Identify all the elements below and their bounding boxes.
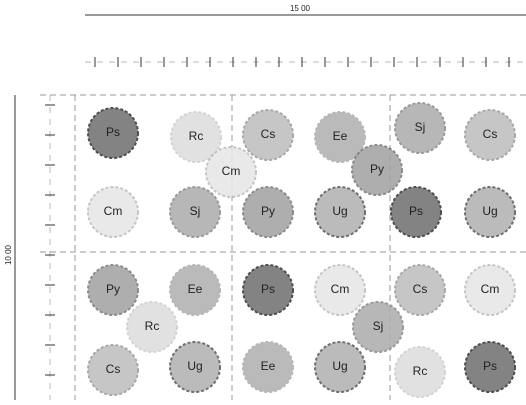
plant-label: Cm <box>481 282 500 296</box>
plant: Ps <box>465 342 515 392</box>
plant-label: Cs <box>483 127 498 141</box>
plant: Ug <box>315 187 365 237</box>
plant-label: Ug <box>332 359 347 373</box>
plant-label: Ps <box>106 125 120 139</box>
plant: Ps <box>243 265 293 315</box>
plant-label: Ps <box>261 282 275 296</box>
plant-label: Ee <box>261 359 276 373</box>
plant: Ug <box>170 342 220 392</box>
plant: Ug <box>315 342 365 392</box>
plant: Cm <box>315 265 365 315</box>
plant-label: Ug <box>482 204 497 218</box>
plant-label: Sj <box>373 319 384 333</box>
plant-label: Ps <box>483 359 497 373</box>
plant: Ps <box>88 108 138 158</box>
plant: Sj <box>395 103 445 153</box>
planting-plan: 15 00 10 00 Ps Rc Cs Ee Sj Cs Cm Py Cm Sj Py Ug Ps Ug… <box>0 0 526 405</box>
plant-label: Cs <box>106 362 121 376</box>
plant: Py <box>243 187 293 237</box>
plant: Rc <box>395 347 445 397</box>
plant-label: Rc <box>145 319 160 333</box>
plant-label: Ug <box>187 359 202 373</box>
plant-label: Py <box>370 162 384 176</box>
plant: Ug <box>465 187 515 237</box>
plant-label: Py <box>261 204 275 218</box>
plant-label: Rc <box>189 129 204 143</box>
plant-label: Rc <box>413 364 428 378</box>
plant-label: Cm <box>331 282 350 296</box>
plant: Ee <box>243 342 293 392</box>
plant-label: Sj <box>190 204 201 218</box>
plant: Ee <box>170 265 220 315</box>
plant: Cs <box>465 110 515 160</box>
plant-label: Sj <box>415 120 426 134</box>
plant: Cm <box>88 187 138 237</box>
plant-label: Ee <box>188 282 203 296</box>
plant: Py <box>88 265 138 315</box>
plant: Cs <box>88 345 138 395</box>
plant-label: Ee <box>333 129 348 143</box>
plants: Ps Rc Cs Ee Sj Cs Cm Py Cm Sj Py Ug Ps Ug Py Ee Ps Cm Cs Cm… <box>88 103 515 397</box>
plant: Ps <box>391 187 441 237</box>
plant: Cs <box>243 110 293 160</box>
plant: Cm <box>465 265 515 315</box>
plant-label: Ug <box>332 204 347 218</box>
plant-label: Cm <box>222 164 241 178</box>
height-dimension: 10 00 <box>4 244 13 265</box>
plant: Py <box>352 145 402 195</box>
plant: Sj <box>353 302 403 352</box>
plant: Sj <box>170 187 220 237</box>
plant: Cm <box>206 147 256 197</box>
plant: Rc <box>127 302 177 352</box>
plant-label: Cm <box>104 204 123 218</box>
plant-label: Py <box>106 282 120 296</box>
plant: Cs <box>395 265 445 315</box>
plant-label: Cs <box>413 282 428 296</box>
width-dimension: 15 00 <box>290 4 311 13</box>
plant-label: Cs <box>261 127 276 141</box>
plant-label: Ps <box>409 204 423 218</box>
